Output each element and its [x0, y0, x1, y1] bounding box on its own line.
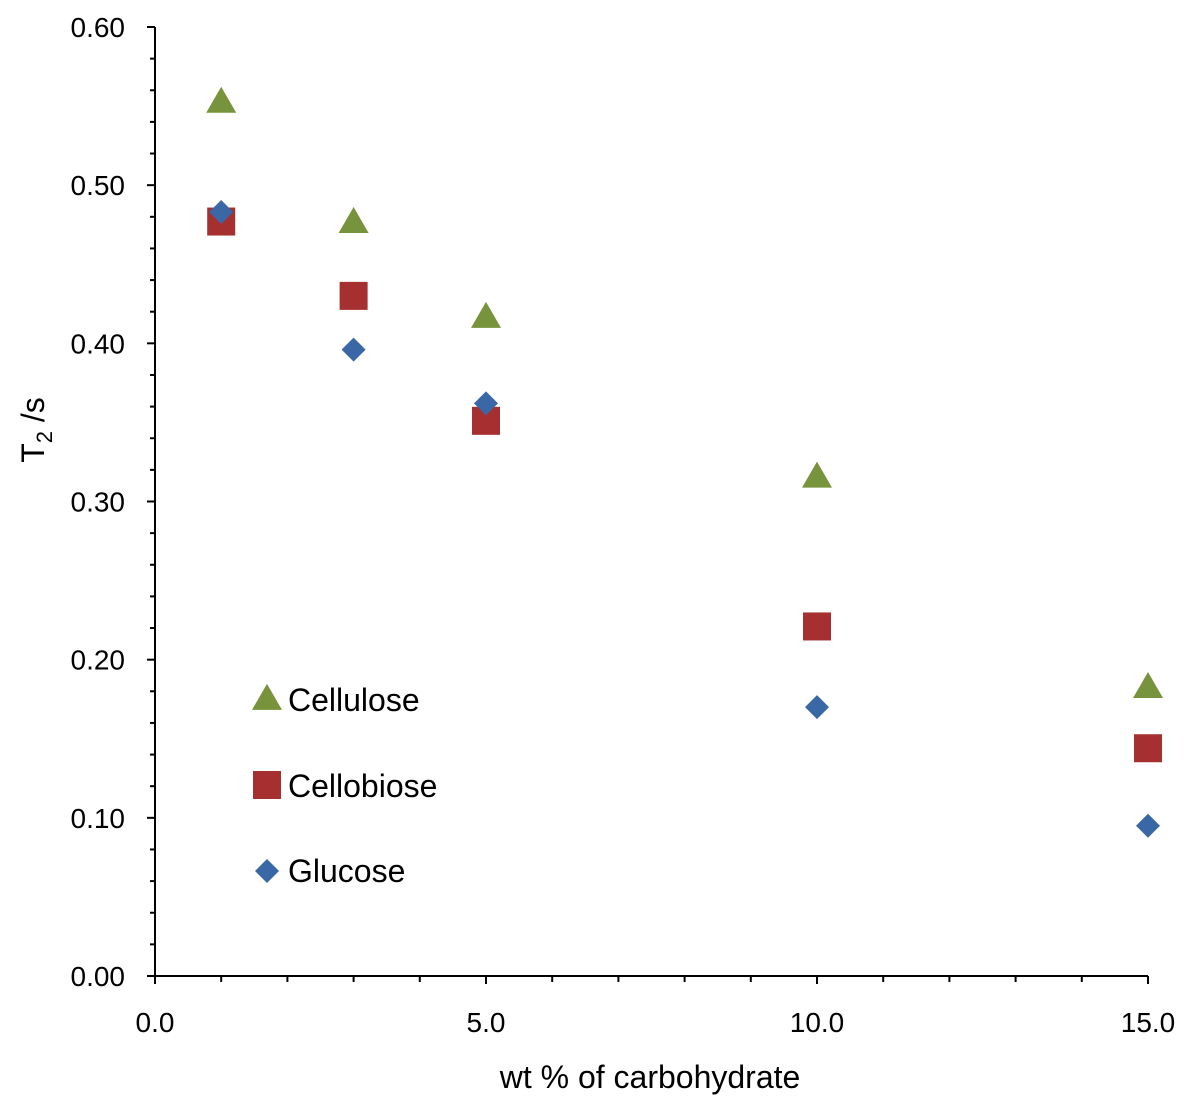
- legend-marker-triangle: [252, 683, 282, 710]
- x-axis-title: wt % of carbohydrate: [499, 1059, 801, 1095]
- point-cellulose-triangle: [338, 207, 369, 234]
- x-axis-tick-labels: 0.0 5.0 10.0 15.0: [136, 1007, 1176, 1038]
- x-tick-label: 0.0: [136, 1007, 175, 1038]
- x-tick-label: 5.0: [467, 1007, 506, 1038]
- legend-label-cellobiose: Cellobiose: [288, 768, 437, 804]
- legend-item-cellobiose: Cellobiose: [253, 768, 437, 804]
- axes: [154, 27, 1148, 977]
- y-axis-title-main: T: [15, 443, 51, 463]
- y-tick-label: 0.60: [71, 12, 126, 43]
- legend-marker-square: [253, 771, 281, 799]
- y-tick-label: 0.20: [71, 645, 126, 676]
- point-glucose-diamond: [805, 695, 829, 720]
- x-axis-ticks: [154, 976, 1149, 984]
- y-tick-label: 0.30: [71, 487, 126, 518]
- point-glucose-diamond: [474, 391, 498, 416]
- legend-label-glucose: Glucose: [288, 853, 405, 889]
- y-axis-title-subscript: 2: [32, 431, 57, 443]
- legend-item-glucose: Glucose: [255, 853, 405, 889]
- point-cellobiose-square: [803, 612, 831, 641]
- legend-label-cellulose: Cellulose: [288, 682, 420, 718]
- legend-item-cellulose: Cellulose: [252, 682, 420, 718]
- point-cellulose-triangle: [206, 86, 237, 113]
- point-glucose-diamond: [341, 337, 366, 362]
- y-tick-label: 0.00: [71, 961, 126, 992]
- legend-diamond-icon: [255, 859, 279, 883]
- y-axis-ticks: [147, 26, 155, 977]
- y-tick-label: 0.50: [71, 170, 126, 201]
- y-axis-title-rest: /s: [15, 397, 51, 431]
- legend-triangle-icon: [252, 683, 282, 710]
- y-tick-label: 0.10: [71, 803, 126, 834]
- x-tick-label: 15.0: [1121, 1007, 1176, 1038]
- point-glucose-diamond: [209, 200, 234, 225]
- point-cellobiose-square: [1134, 734, 1162, 763]
- legend: Cellulose Cellobiose Glucose: [252, 682, 437, 889]
- point-glucose-diamond: [1136, 813, 1160, 838]
- point-cellulose-triangle: [471, 301, 501, 328]
- legend-square-icon: [253, 771, 281, 799]
- point-cellulose-triangle: [1133, 672, 1163, 699]
- legend-marker-diamond: [255, 859, 279, 883]
- data-points: [206, 86, 1163, 838]
- y-axis-title: T2 /s: [15, 397, 57, 463]
- point-cellobiose-square: [339, 281, 368, 310]
- x-tick-label: 10.0: [790, 1007, 845, 1038]
- y-axis-tick-labels: 0.00 0.10 0.20 0.30 0.40 0.50 0.60: [71, 12, 126, 992]
- point-cellulose-triangle: [802, 461, 832, 488]
- y-tick-label: 0.40: [71, 328, 126, 359]
